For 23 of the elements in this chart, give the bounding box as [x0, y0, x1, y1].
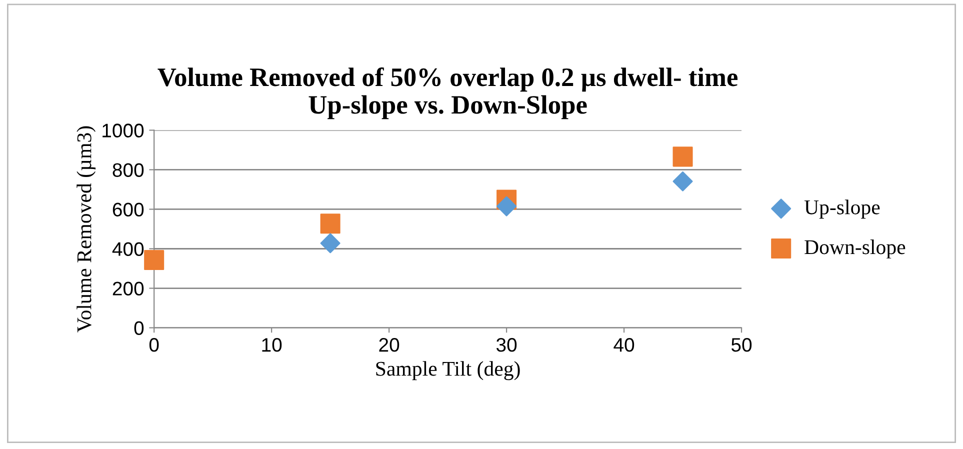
x-tick-label: 20 [379, 338, 400, 352]
y-tick-label: 200 [112, 282, 144, 296]
y-tick-label: 600 [112, 202, 144, 216]
x-tick-label: 40 [614, 338, 634, 352]
y-tick-label: 800 [112, 163, 144, 177]
point [672, 171, 693, 192]
x-tick-label: 10 [262, 338, 282, 352]
point [320, 214, 340, 234]
point [672, 146, 693, 167]
y-axis-title: Volume Removed (µm3) [76, 126, 96, 332]
x-axis-title: Sample Tilt (deg) [376, 361, 520, 380]
chart-title: Volume Removed of 50% overlap 0.2 µs dwell- time Up-slope vs. Down-Slope [158, 67, 738, 120]
y-tick-label: 1000 [102, 124, 144, 138]
legend-label: Up-slope [804, 200, 880, 219]
y-tick-label: 0 [134, 321, 144, 336]
point [320, 233, 340, 254]
point [144, 250, 164, 270]
x-tick-label: 0 [149, 338, 159, 352]
legend-label: Down-slope [804, 240, 906, 258]
x-tick-label: 50 [731, 338, 752, 352]
y-tick-label: 400 [112, 242, 144, 256]
point [496, 196, 517, 216]
x-tick-label: 30 [496, 338, 517, 352]
